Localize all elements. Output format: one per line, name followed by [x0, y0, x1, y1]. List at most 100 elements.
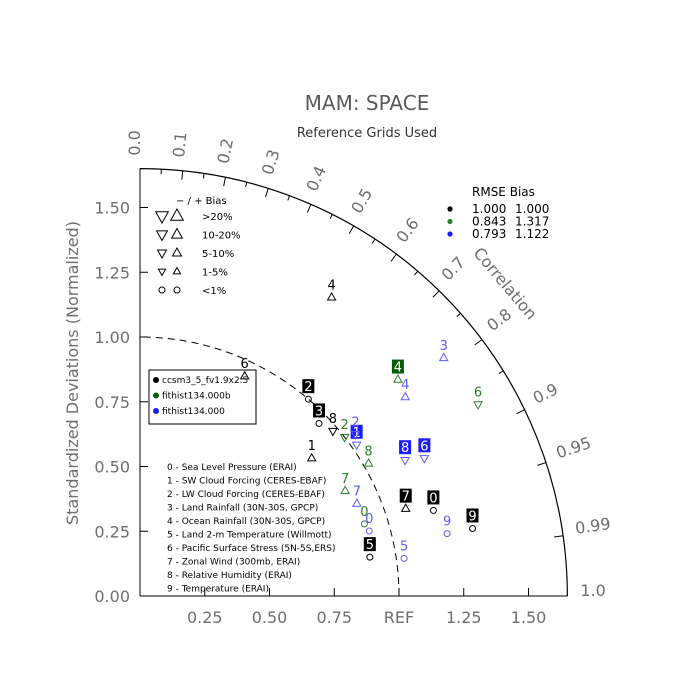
point-label: 8 [401, 441, 409, 456]
data-point: 7 [340, 472, 351, 495]
point-label: 4 [394, 361, 402, 376]
point-label: 1 [308, 439, 316, 454]
rmse-color-dot [447, 231, 453, 237]
series-name: ccsm3_5_fv1.9x2.5 [162, 376, 248, 386]
correlation-tick-label: 1.0 [580, 581, 605, 600]
bias-up-triangle-icon [171, 246, 183, 257]
data-point: 5 [363, 537, 376, 561]
point-marker [351, 498, 362, 507]
point-label: 0 [429, 491, 437, 506]
point-marker [326, 291, 337, 301]
rmse-table-header: RMSE Bias [472, 185, 535, 199]
variable-legend-entry: 0 - Sea Level Pressure (ERAI) [167, 463, 297, 473]
correlation-tick-label: 0.5 [347, 185, 376, 217]
correlation-tick [348, 225, 355, 234]
bias-legend-entry: 10-20% [202, 231, 241, 242]
y-tick-label: 0.25 [94, 522, 130, 541]
data-point: 2 [339, 418, 350, 443]
point-label: 3 [440, 339, 448, 354]
correlation-tick-label: 0.99 [574, 514, 612, 538]
point-marker [306, 452, 317, 462]
series-color-dot [153, 408, 159, 414]
point-marker [351, 441, 362, 451]
bias-legend-header: − / + Bias [176, 196, 227, 207]
data-point: 8 [399, 440, 412, 466]
data-point: 0 [360, 505, 369, 528]
x-tick-label: 1.25 [446, 608, 482, 627]
data-point: 7 [399, 488, 412, 512]
point-marker [365, 527, 373, 535]
point-label: 3 [315, 404, 323, 419]
variable-legend: 0 - Sea Level Pressure (ERAI) 1 - SW Clou… [167, 463, 336, 595]
point-label-box [427, 490, 440, 505]
point-label: 7 [353, 485, 361, 500]
y-tick-label: 0.50 [94, 458, 130, 477]
point-marker [419, 455, 430, 464]
y-tick-label: 0.75 [94, 393, 130, 412]
series-legend: ccsm3_5_fv1.9x2.5 fithist134.000b fithist1… [148, 369, 257, 425]
data-point: 6 [239, 357, 250, 380]
point-label: 5 [366, 538, 374, 553]
correlation-tick [554, 535, 564, 538]
rmse-color-dot [447, 218, 453, 225]
bias-value: 1.000 [515, 202, 549, 216]
correlation-tick [181, 170, 184, 180]
variable-legend-entry: 3 - Land Rainfall (30N-30S, GPCP) [167, 504, 318, 514]
correlation-minor-tick [202, 173, 205, 179]
series-color-dot [153, 377, 159, 383]
point-marker [327, 427, 338, 437]
correlation-tick [265, 188, 269, 198]
rmse-value: 0.793 [472, 227, 506, 241]
y-tick-label: 1.25 [94, 263, 130, 282]
correlation-minor-tick [245, 182, 248, 188]
bias-legend-entry: >20% [202, 212, 233, 223]
point-marker [438, 352, 449, 362]
data-point: 8 [363, 444, 374, 467]
point-label: 6 [241, 357, 249, 372]
x-tick-label: 1.50 [511, 608, 547, 627]
correlation-tick-label: 0.2 [213, 137, 237, 166]
point-label: 7 [341, 472, 349, 487]
y-axis-label: Standardized Deviations (Normalized) [63, 221, 82, 525]
point-label: 5 [400, 539, 408, 554]
correlation-tick [390, 253, 397, 262]
y-tick-label: 1.00 [94, 328, 130, 347]
data-point: 0 [427, 490, 440, 514]
point-label: 8 [329, 412, 337, 427]
bias-circle-icon [173, 286, 181, 294]
rmse-value: 1.000 [472, 202, 506, 216]
point-label: 9 [468, 509, 476, 524]
variable-legend-entry: 8 - Relative Humidity (ERAI) [167, 571, 292, 581]
variable-legend-entry: 5 - Land 2-m Temperature (Willmott) [167, 531, 332, 541]
axes-layer: 0.25 0.50 0.75 REF 1.25 1.500.000.250.500.751… [94, 130, 611, 627]
point-marker [304, 395, 312, 403]
x-tick-label: 0.75 [316, 608, 352, 627]
data-point: 9 [443, 515, 451, 538]
correlation-tick [537, 462, 547, 466]
bias-value: 1.122 [515, 227, 549, 241]
point-marker [443, 530, 451, 538]
data-point: 6 [473, 385, 483, 410]
point-marker [339, 434, 350, 443]
bias-legend-entry: 1-5% [202, 268, 228, 279]
variable-legend-entry: 9 - Temperature (ERAI) [167, 585, 269, 595]
point-marker [239, 370, 250, 380]
point-label: 9 [443, 515, 451, 530]
data-point: 4 [400, 378, 411, 401]
correlation-minor-tick [371, 238, 376, 244]
chart-subtitle: Reference Grids Used [297, 126, 437, 141]
point-label-box [466, 508, 479, 523]
variable-legend-entry: 4 - Ocean Rainfall (30N-30S, GPCP) [167, 517, 325, 527]
point-marker [400, 456, 410, 466]
correlation-minor-tick [414, 270, 419, 276]
point-label: 4 [327, 278, 335, 293]
x-tick-label: 0.50 [252, 608, 288, 627]
y-tick-label: 0.00 [94, 587, 130, 606]
data-point: 5 [400, 539, 408, 562]
point-marker [393, 374, 403, 383]
point-label: 8 [364, 444, 372, 459]
data-point: 6 [418, 438, 431, 464]
data-point: 3 [438, 339, 449, 362]
